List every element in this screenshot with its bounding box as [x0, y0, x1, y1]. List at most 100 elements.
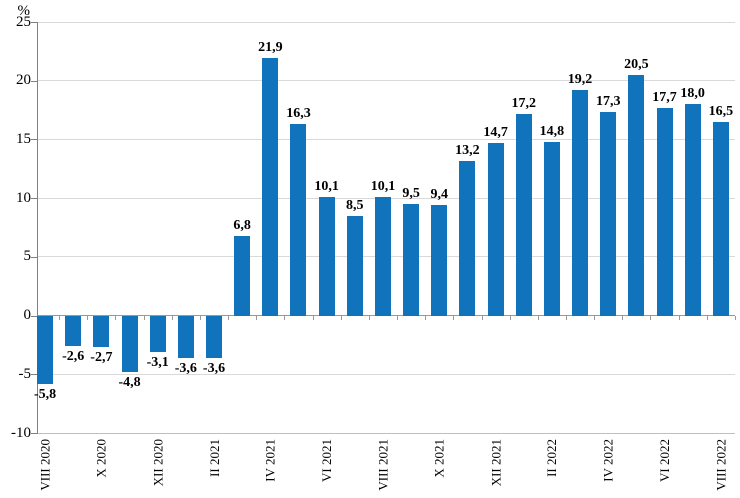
bar-value-label: 14,7	[483, 124, 508, 140]
bar-slot: 17,7 VI 2022	[650, 22, 680, 482]
x-tick-mark	[734, 316, 736, 321]
bar	[459, 160, 476, 316]
bar-slot: 10,1 VI 2021	[313, 22, 342, 482]
y-tick-mark	[31, 80, 37, 82]
bar-slot: -3,1 XII 2020	[144, 22, 173, 486]
bar-slot: 19,2	[566, 22, 596, 433]
bar-slot: 16,5 VIII 2022	[707, 22, 736, 491]
x-tick-mark	[87, 316, 89, 321]
y-tick-label: 5	[23, 248, 32, 265]
bar	[628, 74, 645, 316]
bar-value-label: -3,6	[202, 360, 226, 376]
bar-value-label: 8,5	[346, 197, 364, 213]
bar	[121, 315, 138, 372]
x-tick-mark	[537, 316, 539, 321]
bar-value-label: -2,6	[62, 349, 85, 365]
bar	[403, 204, 420, 316]
x-tick-mark	[425, 316, 427, 321]
bar-slot: -2,7 X 2020	[87, 22, 117, 478]
x-tick-mark	[312, 316, 314, 321]
bar-value-label: 17,3	[595, 94, 621, 110]
x-tick-mark	[59, 316, 61, 321]
y-tick-mark	[31, 374, 37, 376]
bars-container: -5,8 VIII 2020 -2,6 -2,7 X 2020 -4,8 -3,1 XII 2…	[31, 22, 736, 491]
gridline	[37, 432, 735, 434]
gridline	[37, 373, 735, 375]
bar-slot: 9,4 X 2021	[425, 22, 455, 478]
y-tick-mark	[31, 22, 37, 23]
bar	[65, 315, 82, 347]
y-tick-label: 0	[23, 307, 32, 324]
x-tick-label: II 2021	[206, 439, 222, 477]
bar-value-label: -4,8	[118, 374, 141, 390]
bar	[262, 58, 279, 316]
x-tick-mark	[397, 316, 399, 321]
bar-value-label: 21,9	[258, 40, 283, 56]
bar-value-label: 16,5	[708, 103, 734, 119]
bar	[712, 121, 729, 316]
x-tick-label: X 2021	[431, 439, 447, 478]
gridline	[37, 138, 735, 140]
bar-slot: 16,3	[284, 22, 314, 433]
y-tick-label: -10	[11, 424, 31, 441]
bar-slot: 14,8 II 2022	[538, 22, 567, 477]
x-tick-mark	[706, 316, 708, 321]
x-tick-label: IV 2022	[600, 439, 616, 482]
bar-slot: -4,8	[115, 22, 145, 433]
bar	[206, 315, 223, 358]
y-tick-mark	[31, 198, 37, 200]
bar	[600, 112, 617, 316]
zero-line	[37, 315, 735, 317]
x-tick-mark	[199, 316, 201, 321]
bar-slot: -3,6 II 2021	[200, 22, 230, 477]
y-tick-mark	[31, 315, 37, 317]
bar	[374, 196, 391, 316]
x-tick-label: XII 2021	[488, 439, 504, 487]
bar-value-label: -5,8	[33, 386, 57, 402]
bar-value-label: -3,6	[174, 360, 197, 376]
bar-value-label: 16,3	[286, 106, 311, 122]
bar	[431, 205, 448, 316]
y-tick-label: 15	[16, 130, 31, 147]
bar	[684, 104, 701, 316]
bar-value-label: -2,7	[90, 350, 113, 366]
x-tick-mark	[256, 316, 258, 321]
bar-value-label: 17,7	[652, 89, 677, 105]
x-tick-label: VIII 2020	[37, 439, 53, 491]
gridline	[37, 21, 735, 23]
bar	[290, 124, 307, 316]
x-tick-mark	[509, 316, 511, 321]
gridline	[37, 80, 735, 82]
bar-value-label: 10,1	[370, 178, 396, 194]
y-axis-line	[37, 22, 38, 434]
x-tick-label: II 2022	[544, 439, 560, 477]
x-tick-label: IV 2021	[262, 439, 278, 482]
bar-slot: 10,1 VIII 2021	[369, 22, 399, 491]
bar-value-label: 14,8	[539, 123, 565, 139]
bar-value-label: 9,5	[402, 186, 420, 201]
x-tick-mark	[622, 316, 624, 321]
bar-slot: 14,7 XII 2021	[482, 22, 511, 486]
y-tick-label: 10	[16, 189, 31, 206]
bar-slot: 17,2	[510, 22, 539, 433]
x-tick-mark	[143, 316, 145, 321]
x-tick-mark	[340, 316, 342, 321]
bar-value-label: 19,2	[567, 72, 593, 88]
x-tick-mark	[453, 316, 455, 321]
bar-value-label: 18,0	[680, 86, 705, 102]
bar-slot: -2,6	[59, 22, 89, 433]
x-tick-mark	[481, 316, 483, 321]
bar	[572, 90, 589, 316]
x-tick-mark	[594, 316, 596, 321]
y-axis-unit-label: %	[17, 3, 31, 19]
x-tick-mark	[228, 316, 230, 321]
bar-slot: 6,8	[228, 22, 258, 433]
bar-value-label: -3,1	[146, 354, 169, 370]
x-tick-mark	[115, 316, 117, 321]
bar-value-label: 6,8	[233, 217, 251, 233]
y-tick-mark	[31, 139, 37, 141]
bar	[515, 113, 532, 316]
bar-slot: 8,5	[341, 22, 370, 433]
x-tick-label: VI 2021	[319, 439, 335, 482]
bar	[177, 315, 194, 358]
